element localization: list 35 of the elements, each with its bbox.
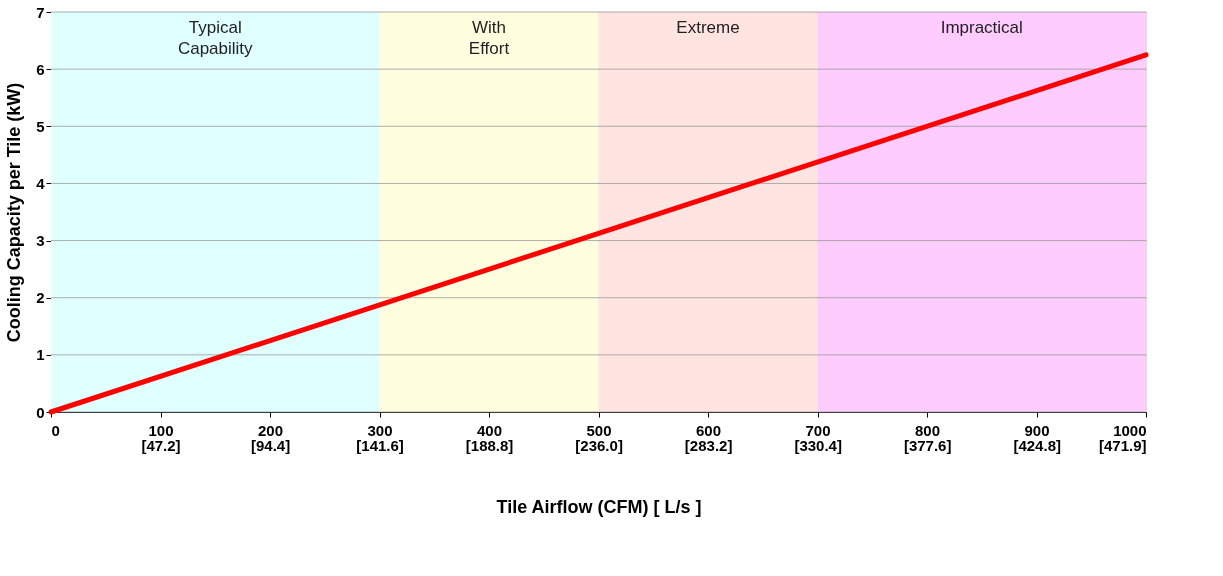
x2-tick-label: [283.2]: [684, 436, 733, 454]
y-tick-label: 7: [36, 3, 45, 21]
x2-tick-label: [236.0]: [575, 436, 623, 454]
y-tick-label: 0: [36, 403, 45, 421]
x2-tick-label: [471.9]: [1098, 436, 1147, 454]
band-label: Impractical: [940, 18, 1023, 37]
band-label: Extreme: [676, 18, 740, 37]
y-tick-label: 6: [36, 60, 45, 78]
x-axis-title: Tile Airflow (CFM) [ L/s ]: [496, 496, 702, 517]
x2-tick-label: [141.6]: [356, 436, 404, 454]
y-tick-label: 3: [36, 232, 45, 250]
x-tick-label: 500: [586, 421, 612, 439]
y-axis-title: Cooling Capacity per Tile (kW): [4, 82, 25, 343]
x-tick-label: 900: [1024, 421, 1050, 439]
x2-tick-label: [188.8]: [465, 436, 514, 454]
x2-tick-label: [377.6]: [903, 436, 952, 454]
x2-tick-label: [47.2]: [141, 436, 181, 454]
y-tick-label: 1: [36, 346, 45, 364]
band-label: With Effort: [468, 18, 510, 58]
y-tick-label: 2: [36, 289, 45, 307]
x-tick-label: 100: [148, 421, 174, 439]
x-tick-label: 200: [257, 421, 284, 439]
x-tick-label: 0: [51, 421, 60, 439]
x-tick-label: 800: [914, 421, 941, 439]
x2-tick-label: [330.4]: [794, 436, 842, 454]
band-label: Typical Capability: [177, 18, 254, 58]
x-tick-label: 400: [476, 421, 503, 439]
x-tick-label: 700: [805, 421, 831, 439]
x-tick-label: 1000: [1113, 421, 1147, 439]
x2-tick-label: [424.8]: [1013, 436, 1061, 454]
x2-tick-label: [94.4]: [250, 436, 291, 454]
y-tick-label: 5: [36, 117, 45, 135]
x-tick-label: 600: [695, 421, 722, 439]
x-tick-label: 300: [367, 421, 393, 439]
y-tick-label: 4: [36, 174, 46, 192]
